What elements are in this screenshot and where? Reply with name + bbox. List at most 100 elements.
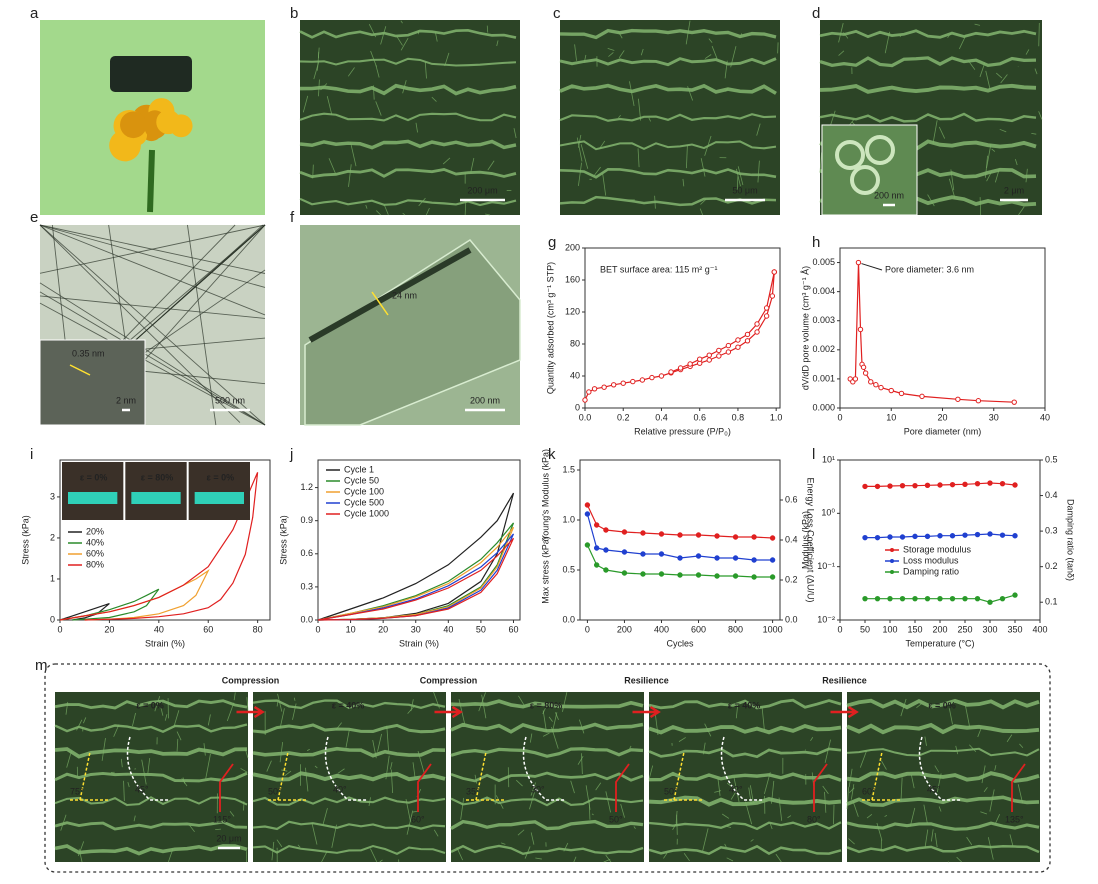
fiber (672, 822, 678, 830)
fiber (418, 197, 426, 207)
fiber (405, 799, 411, 822)
marker (862, 534, 868, 541)
fiber (410, 699, 414, 712)
marker (751, 574, 757, 580)
marker (887, 483, 893, 489)
fiber (370, 50, 377, 67)
x-tick-label: 150 (907, 624, 922, 634)
fiber (529, 733, 533, 743)
fiber (750, 839, 754, 842)
fiber (682, 178, 685, 187)
y-tick-label: 0.0 (300, 614, 313, 624)
series-line (317, 522, 515, 621)
fiber (66, 750, 72, 768)
marker (949, 595, 956, 602)
petal (156, 109, 181, 135)
fiber (284, 770, 292, 777)
marker (640, 530, 646, 536)
fiber (983, 787, 988, 793)
yellow-guide (466, 751, 506, 801)
fiber (724, 88, 729, 92)
fiber-band (559, 140, 777, 151)
fiber (154, 696, 161, 712)
nanofiber (39, 295, 266, 319)
micrograph (300, 20, 520, 215)
y-tick-label: 10⁻² (817, 614, 835, 624)
marker (887, 534, 893, 540)
fiber (127, 782, 130, 788)
panel-label: e (30, 209, 38, 226)
marker (621, 549, 628, 555)
fiber (593, 166, 601, 176)
fiber (859, 750, 867, 768)
red-guide (417, 763, 432, 812)
fiber (76, 719, 83, 731)
marker (962, 532, 968, 538)
fiber-band (559, 28, 777, 40)
fiber (605, 854, 612, 863)
fiber (372, 85, 375, 100)
fiber (425, 207, 430, 216)
fiber (376, 210, 381, 216)
marker (754, 321, 760, 327)
fiber-band (54, 820, 248, 831)
fiber (769, 823, 773, 830)
fiber (402, 212, 406, 216)
fiber (843, 32, 849, 39)
fiber (305, 767, 309, 792)
fiber (240, 768, 248, 773)
fiber (967, 60, 976, 70)
fiber (548, 716, 553, 722)
panel-label: d (812, 5, 820, 22)
fiber (402, 80, 407, 94)
fiber-band (299, 57, 517, 67)
x-tick-label: 600 (691, 624, 706, 634)
x-tick-label: 100 (882, 624, 897, 634)
fiber (1000, 74, 1008, 84)
nanofiber (39, 291, 266, 426)
transition-arrow (236, 705, 265, 719)
series-line (59, 588, 160, 621)
legend-label: 60% (86, 548, 104, 558)
y-tick-label: 80 (570, 338, 580, 348)
legend-label: Cycle 500 (344, 497, 384, 507)
y-tick-label: 0.6 (300, 548, 313, 558)
fiber (132, 712, 136, 727)
panel-label: g (548, 234, 556, 251)
x-tick-label: 40 (443, 624, 453, 634)
fiber (948, 178, 956, 199)
inset-label: ε = 0% (80, 472, 108, 482)
y-tick-label: 1.2 (300, 482, 313, 492)
fiber (948, 707, 953, 725)
plot-frame (59, 459, 271, 621)
fiber (678, 737, 686, 742)
x-tick-label: 350 (1007, 624, 1022, 634)
fiber (757, 160, 760, 183)
fiber (733, 777, 740, 803)
nanofiber (39, 224, 266, 316)
fiber-band (252, 844, 446, 855)
fiber (1038, 111, 1043, 120)
marker (658, 551, 665, 557)
fiber (176, 731, 182, 741)
x-tick-label: 20 (378, 624, 388, 634)
fiber (726, 825, 732, 828)
fiber (735, 703, 739, 719)
fiber (167, 848, 174, 863)
fiber (337, 768, 345, 774)
fiber-band (54, 844, 248, 856)
fiber (923, 804, 928, 824)
marker (937, 482, 943, 488)
fiber (530, 782, 536, 796)
fiber (771, 780, 775, 804)
fiber (947, 33, 952, 39)
marker (732, 534, 739, 540)
marker (639, 377, 646, 383)
fiber-band (846, 821, 1040, 831)
fiber (986, 143, 992, 169)
fiber-band (819, 56, 1037, 68)
fiber (317, 47, 320, 71)
marker (716, 353, 722, 359)
fiber (524, 846, 531, 859)
